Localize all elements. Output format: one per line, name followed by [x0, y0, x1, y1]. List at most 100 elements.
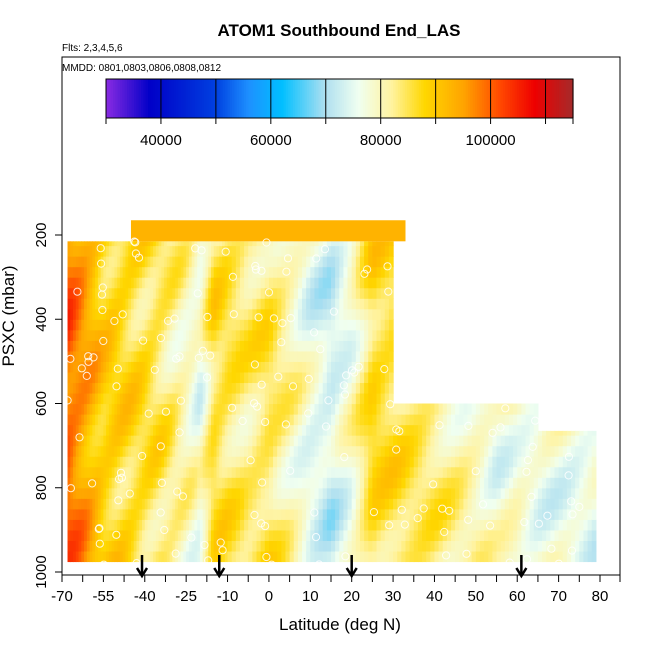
heatmap-cell — [122, 392, 127, 405]
heatmap-cell — [114, 550, 118, 563]
heatmap-cell — [508, 529, 514, 542]
heatmap-cell — [103, 424, 107, 436]
heatmap-cell — [73, 319, 77, 331]
observation-point — [440, 527, 449, 537]
heatmap-cell — [81, 361, 85, 373]
heatmap-cell — [339, 424, 345, 436]
heatmap-cell — [78, 350, 82, 362]
heatmap-cell — [175, 477, 179, 489]
heatmap-cell — [166, 241, 171, 247]
heatmap-cell — [155, 245, 160, 257]
heatmap-cell — [86, 529, 91, 542]
heatmap-cell — [562, 529, 568, 542]
heatmap-cell — [455, 435, 460, 447]
heatmap-cell — [343, 540, 349, 552]
heatmap-cell — [202, 456, 207, 468]
heatmap-cell — [591, 519, 597, 531]
heatmap-cell — [355, 319, 361, 331]
heatmap-cell — [380, 466, 386, 478]
colorbar-segment — [295, 79, 299, 118]
heatmap-cell — [500, 477, 506, 489]
heatmap-cell — [322, 329, 328, 341]
heatmap-cell — [248, 477, 253, 489]
heatmap-cell — [231, 241, 237, 247]
heatmap-cell — [186, 392, 190, 405]
heatmap-cell — [376, 424, 382, 436]
heatmap-cell — [136, 392, 140, 405]
heatmap-cell — [208, 340, 212, 352]
observation-point — [438, 504, 447, 513]
observation-point — [264, 288, 274, 297]
heatmap-cell — [164, 435, 168, 447]
heatmap-cell — [147, 424, 151, 436]
heatmap-cell — [442, 466, 448, 478]
heatmap-cell — [479, 540, 485, 552]
heatmap-cell — [100, 329, 104, 341]
heatmap-cell — [364, 245, 369, 257]
heatmap-cell — [103, 403, 107, 415]
heatmap-cell — [205, 445, 209, 457]
heatmap-cell — [244, 424, 249, 436]
heatmap-cell — [183, 329, 187, 341]
heatmap-cell — [331, 519, 336, 531]
heatmap-cell — [314, 298, 320, 310]
heatmap-cell — [84, 361, 88, 373]
heatmap-cell — [339, 487, 345, 499]
heatmap-cell — [380, 477, 386, 489]
heatmap-cell — [459, 550, 465, 563]
heatmap-cell — [347, 277, 353, 289]
heatmap-cell — [172, 392, 176, 405]
heatmap-cell — [100, 466, 104, 478]
heatmap-cell — [208, 414, 212, 426]
heatmap-cell — [231, 308, 237, 320]
heatmap-cell — [273, 540, 278, 552]
colorbar-segment — [134, 79, 137, 118]
heatmap-cell — [224, 550, 229, 563]
heatmap-cell — [372, 392, 378, 405]
heatmap-cell — [393, 487, 398, 499]
heatmap-cell — [114, 266, 118, 278]
heatmap-cell — [164, 519, 168, 531]
heatmap-cell — [504, 540, 510, 552]
heatmap-cell — [297, 256, 303, 268]
heatmap-cell — [97, 371, 102, 384]
heatmap-cell — [100, 424, 104, 436]
heatmap-cell — [122, 287, 127, 299]
heatmap-cell — [368, 519, 373, 531]
heatmap-cell — [224, 487, 229, 499]
colorbar-segment — [323, 79, 327, 118]
heatmap-cell — [252, 277, 258, 289]
heatmap-cell — [529, 540, 535, 552]
heatmap-cell — [248, 361, 253, 373]
heatmap-cell — [199, 266, 204, 278]
heatmap-cell — [306, 477, 311, 489]
heatmap-cell — [147, 392, 151, 405]
colorbar-segment — [376, 79, 380, 118]
heatmap-cell — [273, 361, 278, 373]
heatmap-cell — [147, 245, 151, 257]
heatmap-cell — [75, 277, 80, 289]
heatmap-cell — [380, 456, 386, 468]
heatmap-cell — [231, 350, 237, 362]
heatmap-cell — [210, 519, 215, 531]
heatmap-cell — [339, 266, 345, 278]
heatmap-cell — [314, 266, 320, 278]
heatmap-cell — [67, 466, 71, 478]
heatmap-cell — [89, 319, 93, 331]
heatmap-cell — [252, 361, 258, 373]
heatmap-cell — [119, 424, 124, 436]
heatmap-cell — [285, 277, 291, 289]
heatmap-cell — [224, 256, 229, 268]
heatmap-cell — [117, 392, 121, 405]
heatmap-cell — [326, 519, 332, 531]
heatmap-cell — [335, 435, 340, 447]
heatmap-cell — [492, 498, 498, 510]
heatmap-cell — [562, 477, 568, 489]
heatmap-cell — [273, 414, 278, 426]
heatmap-cell — [331, 241, 336, 247]
heatmap-cell — [169, 540, 173, 552]
heatmap-cell — [405, 487, 411, 499]
heatmap-cell — [264, 540, 270, 552]
heatmap-cell — [86, 319, 91, 331]
heatmap-cell — [310, 456, 316, 468]
